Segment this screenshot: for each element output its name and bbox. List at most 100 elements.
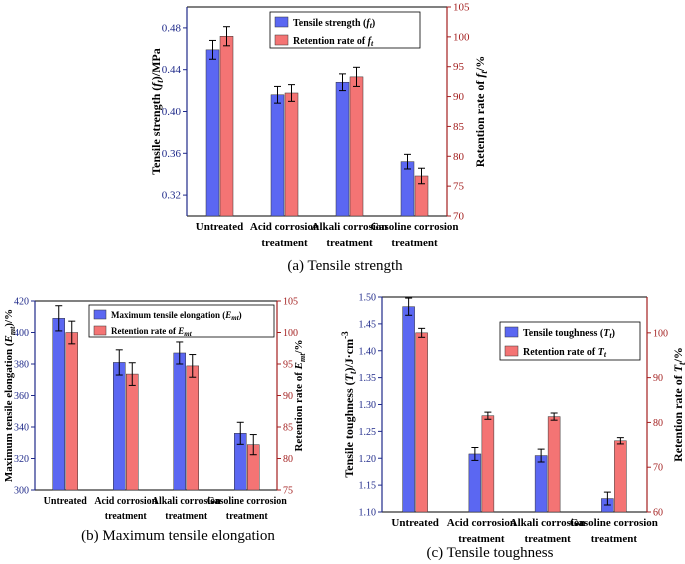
bar-left-series — [270, 94, 285, 217]
bar-right-series — [284, 92, 299, 217]
right-y-tick-label: 95 — [283, 360, 293, 371]
legend-swatch-left-series — [504, 326, 519, 338]
right-y-tick-label: 70 — [653, 463, 663, 474]
legend-label-left-series: Maximum tensile elongation (Emt) — [111, 310, 242, 322]
right-y-tick-label: 100 — [283, 328, 298, 339]
bar-left-series — [173, 352, 186, 491]
left-y-tick-label: 1.15 — [359, 481, 377, 492]
bar-right-series — [481, 415, 495, 513]
right-y-tick-label: 100 — [653, 328, 668, 339]
bar-left-series — [52, 318, 65, 491]
left-y-tick-label: 1.50 — [359, 293, 377, 304]
x-category-label: Acid corrosion treatment — [250, 221, 319, 249]
bar-right-series — [614, 440, 627, 513]
legend-swatch-right-series — [274, 34, 289, 46]
bar-right-series — [547, 416, 561, 513]
left-y-tick-label: 420 — [14, 297, 29, 308]
left-y-tick-label: 300 — [14, 486, 29, 497]
right-y-tick-label: 90 — [653, 373, 663, 384]
right-y-tick-label: 105 — [283, 297, 298, 308]
bar-left-series — [400, 161, 415, 217]
right-y-tick-label: 105 — [453, 2, 470, 14]
legend-swatch-left-series — [93, 309, 107, 320]
right-y-tick-label: 100 — [453, 31, 470, 43]
left-y-tick-label: 400 — [14, 328, 29, 339]
right-y-tick-label: 70 — [453, 211, 465, 223]
caption-a: (a) Tensile strength — [287, 258, 403, 274]
left-y-axis-title: Tensile strength (ft)/MPa — [149, 48, 165, 175]
bar-right-series — [219, 36, 234, 217]
bar-left-series — [335, 81, 350, 217]
x-category-label: Alkali corrosion treatment — [510, 517, 586, 545]
legend-label-left-series: Tensile strength (ft) — [293, 18, 375, 30]
panel-a-tensile-strength: 0.32 0.36 0.40 0.44 0.48 70 75 80 85 90 95 100 105 Un… — [149, 2, 489, 250]
right-y-axis-title: Retention rate of Emt/% — [293, 339, 307, 451]
bar-left-series — [534, 455, 548, 513]
legend-label-right-series: Retention rate of ft — [293, 36, 374, 48]
x-category-label: Alkali corrosion treatment — [312, 221, 388, 249]
x-category-label: Gasoline corrosion treatment — [370, 221, 458, 249]
caption-c: (c) Tensile toughness — [427, 545, 554, 561]
bar-right-series — [126, 373, 139, 491]
x-category-label: Untreated — [196, 221, 243, 233]
legend-label-left-series: Tensile toughness (Tt) — [523, 328, 615, 340]
left-y-tick-label: 340 — [14, 423, 29, 434]
right-y-tick-label: 75 — [453, 181, 465, 193]
bar-right-series — [186, 365, 199, 491]
right-y-axis-title: Retention rate of ft/% — [473, 56, 489, 168]
panel-c-tensile-toughness: 1.10 1.15 1.20 1.25 1.30 1.35 1.40 1.45 1.50 60 70… — [340, 293, 685, 546]
legend-box — [269, 11, 421, 49]
right-y-tick-label: 85 — [453, 121, 465, 133]
left-y-tick-label: 0.48 — [162, 22, 182, 34]
bar-left-series — [113, 362, 126, 491]
bar-right-series — [65, 332, 78, 491]
right-y-tick-label: 80 — [653, 418, 663, 429]
x-category-label: Alkali corrosion treatment — [152, 496, 221, 522]
left-y-tick-label: 1.40 — [359, 346, 377, 357]
bar-right-series — [415, 332, 428, 513]
right-y-tick-label: 85 — [283, 423, 293, 434]
legend-swatch-right-series — [504, 345, 519, 357]
left-y-tick-label: 0.44 — [162, 64, 182, 76]
legend-box — [88, 304, 275, 338]
left-y-tick-label: 0.32 — [162, 190, 181, 202]
legend-box — [499, 321, 641, 361]
bar-left-series — [205, 49, 220, 217]
bar-right-series — [349, 76, 364, 217]
left-y-tick-label: 1.30 — [359, 400, 377, 411]
left-y-tick-label: 1.20 — [359, 454, 377, 465]
left-y-tick-label: 1.35 — [359, 373, 377, 384]
left-y-tick-label: 1.10 — [359, 508, 377, 519]
left-y-axis-title: Tensile toughness (Tt)/J·cm-3 — [340, 331, 358, 478]
left-y-tick-label: 360 — [14, 391, 29, 402]
legend-swatch-right-series — [93, 325, 107, 336]
left-y-tick-label: 1.25 — [359, 427, 377, 438]
legend-label-right-series: Retention rate of Emt — [111, 326, 193, 338]
left-y-tick-label: 320 — [14, 454, 29, 465]
bar-left-series — [468, 453, 482, 513]
left-y-tick-label: 0.36 — [162, 148, 182, 160]
right-y-axis-title: Retention rate of Tt/% — [671, 347, 685, 462]
x-category-label: Gasoline corrosion treatment — [207, 496, 288, 522]
caption-b: (b) Maximum tensile elongation — [81, 528, 275, 544]
right-y-tick-label: 90 — [283, 391, 293, 402]
left-y-tick-label: 0.40 — [162, 106, 182, 118]
x-category-label: Untreated — [391, 517, 438, 529]
legend-label-right-series: Retention rate of Tt — [523, 347, 607, 359]
x-category-label: Acid corrosion treatment — [447, 517, 516, 545]
right-y-tick-label: 60 — [653, 508, 663, 519]
right-y-tick-label: 80 — [453, 151, 465, 163]
right-y-tick-label: 95 — [453, 61, 465, 73]
x-category-label: Untreated — [44, 496, 88, 507]
left-y-tick-label: 380 — [14, 360, 29, 371]
left-y-tick-label: 1.45 — [359, 319, 377, 330]
legend-swatch-left-series — [274, 16, 289, 28]
panel-b-maximum-tensile-elongation: 300 320 340 360 380 400 420 75 80 85 90 95 100 105 Unt… — [3, 297, 307, 523]
right-y-tick-label: 80 — [283, 454, 293, 465]
x-category-label: Acid corrosion treatment — [94, 496, 157, 522]
x-category-label: Gasoline corrosion treatment — [570, 517, 658, 545]
bar-left-series — [402, 306, 415, 513]
right-y-tick-label: 90 — [453, 91, 465, 103]
left-y-axis-title: Maximum tensile elongation (Emt)/% — [3, 309, 17, 482]
